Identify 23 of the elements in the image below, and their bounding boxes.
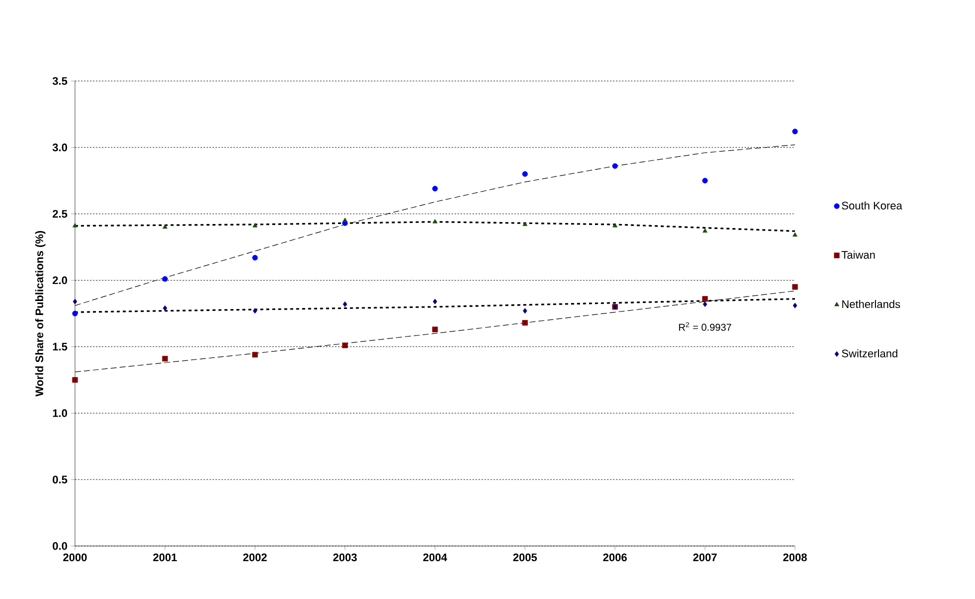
legend-label: Taiwan — [842, 250, 875, 259]
x-tick-label: 2006 — [603, 554, 627, 562]
annotation: R$^{2}$ = 0.9937 — [679, 322, 732, 331]
y-tick-label: 2.0 — [52, 276, 68, 284]
x-tick-label: 2002 — [243, 554, 267, 562]
legend-label: Switzerland — [842, 349, 898, 358]
y-tick-label: 3.5 — [52, 77, 68, 85]
x-tick-label: 2004 — [423, 554, 448, 562]
y-tick-label: 2.5 — [52, 210, 68, 218]
legend-label: Netherlands — [842, 300, 900, 308]
y-tick-label: 3.0 — [52, 144, 68, 152]
x-tick-label: 2008 — [783, 554, 807, 562]
y-axis-title: World Share of Publications (%) — [35, 231, 46, 396]
x-tick-label: 2007 — [693, 554, 717, 562]
y-tick-label: 0.5 — [52, 476, 68, 484]
x-tick-label: 2003 — [333, 554, 357, 562]
y-tick-label: 1.5 — [52, 342, 68, 351]
y-tick-label: 0.0 — [52, 542, 68, 550]
y-tick-label: 1.0 — [52, 409, 68, 418]
legend-label: South Korea — [842, 201, 902, 210]
x-tick-label: 2001 — [153, 554, 177, 562]
x-tick-label: 2005 — [513, 554, 537, 562]
x-tick-label: 2000 — [63, 554, 87, 562]
